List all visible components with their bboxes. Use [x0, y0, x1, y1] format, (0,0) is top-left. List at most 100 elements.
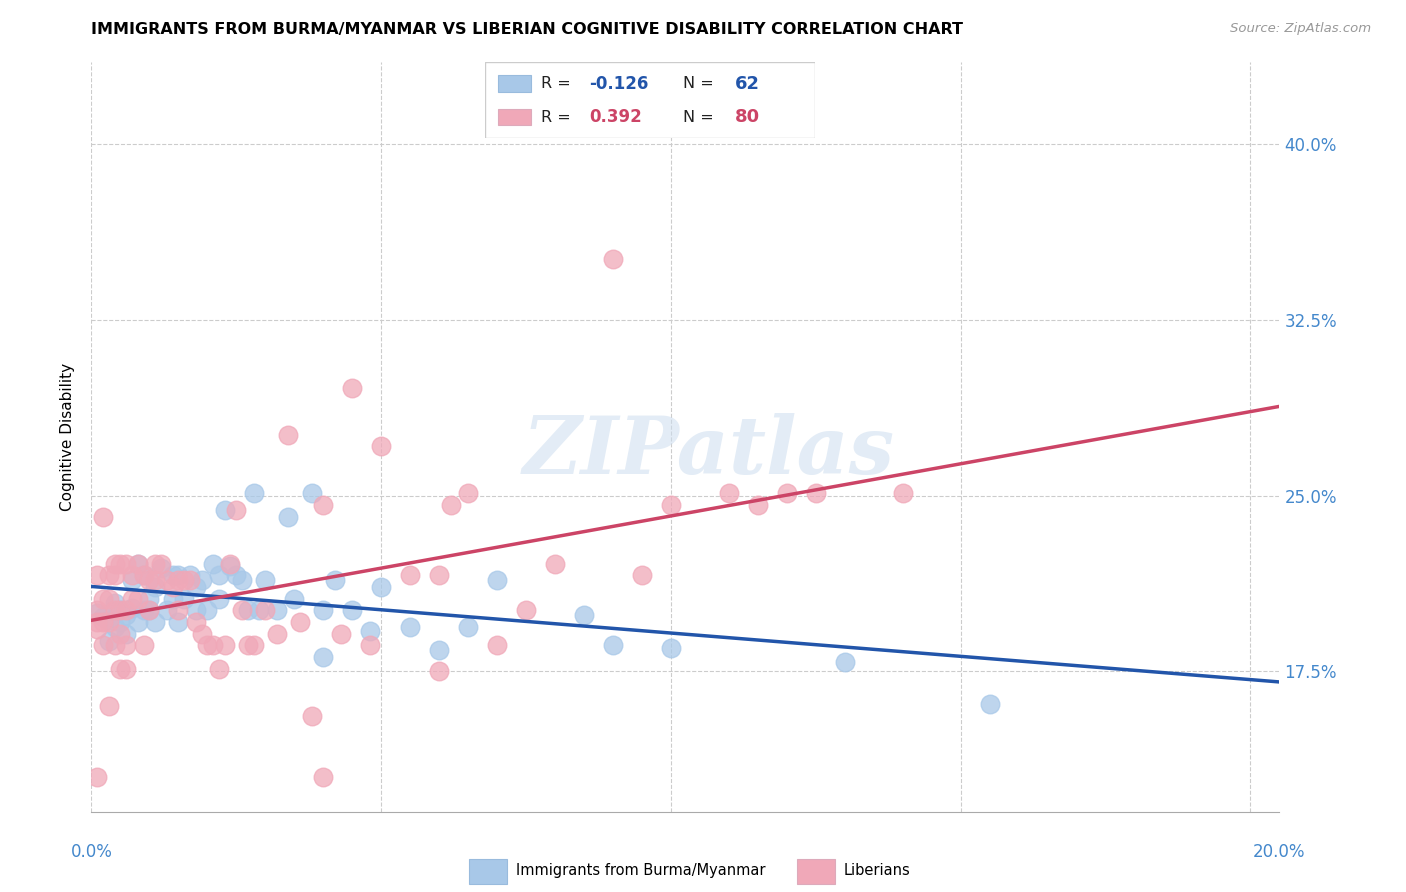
Point	[323, 573, 346, 587]
Point	[103, 596, 125, 610]
Point	[312, 498, 335, 512]
Point	[91, 591, 114, 606]
FancyBboxPatch shape	[498, 109, 531, 126]
Point	[283, 591, 305, 606]
Point	[86, 615, 108, 629]
Point	[236, 639, 259, 653]
Point	[173, 573, 195, 587]
Text: R =: R =	[541, 76, 576, 91]
Point	[208, 568, 231, 582]
Point	[91, 639, 114, 653]
Point	[179, 568, 201, 582]
Point	[288, 615, 311, 629]
Text: N =: N =	[683, 76, 720, 91]
Point	[110, 557, 132, 571]
Point	[149, 557, 172, 571]
Point	[202, 557, 225, 571]
Point	[103, 557, 125, 571]
Point	[143, 557, 166, 571]
Point	[103, 639, 125, 653]
Point	[236, 603, 259, 617]
Point	[979, 697, 1001, 711]
Point	[717, 486, 740, 500]
Point	[312, 770, 335, 784]
Point	[602, 639, 624, 653]
Point	[440, 498, 463, 512]
Point	[214, 639, 236, 653]
Point	[572, 608, 595, 623]
Point	[138, 591, 160, 606]
Point	[167, 615, 190, 629]
Point	[195, 639, 218, 653]
Point	[162, 568, 184, 582]
Point	[91, 610, 114, 624]
Point	[121, 601, 143, 615]
Point	[103, 568, 125, 582]
Point	[231, 573, 253, 587]
Point	[266, 603, 288, 617]
Point	[162, 580, 184, 594]
Point	[115, 603, 138, 617]
Point	[115, 608, 138, 623]
Point	[167, 568, 190, 582]
Point	[97, 613, 120, 627]
Point	[231, 603, 253, 617]
Point	[266, 626, 288, 640]
Point	[173, 591, 195, 606]
Point	[427, 643, 450, 657]
Point	[86, 770, 108, 784]
Point	[219, 557, 242, 571]
Text: -0.126: -0.126	[589, 75, 648, 93]
Point	[190, 626, 212, 640]
Text: IMMIGRANTS FROM BURMA/MYANMAR VS LIBERIAN COGNITIVE DISABILITY CORRELATION CHART: IMMIGRANTS FROM BURMA/MYANMAR VS LIBERIA…	[91, 22, 963, 37]
Point	[254, 603, 277, 617]
Point	[427, 664, 450, 678]
Point	[359, 639, 381, 653]
Point	[225, 568, 247, 582]
Point	[86, 606, 108, 620]
Point	[659, 640, 682, 655]
Point	[132, 568, 155, 582]
Text: R =: R =	[541, 110, 581, 125]
Point	[91, 509, 114, 524]
Point	[208, 662, 231, 676]
Point	[127, 557, 149, 571]
Point	[149, 561, 172, 575]
Point	[457, 620, 479, 634]
Point	[115, 662, 138, 676]
Point	[370, 439, 392, 453]
Point	[97, 591, 120, 606]
Point	[138, 573, 160, 587]
FancyBboxPatch shape	[485, 62, 815, 138]
Point	[277, 509, 299, 524]
Text: 62: 62	[734, 75, 759, 93]
Text: 0.392: 0.392	[589, 108, 643, 126]
Point	[515, 603, 537, 617]
Point	[214, 502, 236, 516]
Text: 0.0%: 0.0%	[70, 843, 112, 861]
Point	[370, 580, 392, 594]
FancyBboxPatch shape	[498, 75, 531, 92]
FancyBboxPatch shape	[797, 859, 835, 884]
Point	[132, 639, 155, 653]
Point	[242, 639, 264, 653]
Point	[97, 615, 120, 629]
Text: ZIPatlas: ZIPatlas	[523, 413, 896, 491]
Point	[143, 615, 166, 629]
Text: Liberians: Liberians	[844, 863, 911, 878]
Point	[167, 603, 190, 617]
Point	[110, 603, 132, 617]
Point	[486, 573, 509, 587]
Point	[329, 626, 352, 640]
Point	[121, 591, 143, 606]
Point	[225, 502, 247, 516]
Point	[184, 580, 207, 594]
Point	[208, 591, 231, 606]
Point	[312, 650, 335, 665]
Point	[834, 655, 856, 669]
Point	[359, 624, 381, 639]
Text: Source: ZipAtlas.com: Source: ZipAtlas.com	[1230, 22, 1371, 36]
Point	[195, 603, 218, 617]
Point	[110, 626, 132, 640]
Point	[86, 568, 108, 582]
